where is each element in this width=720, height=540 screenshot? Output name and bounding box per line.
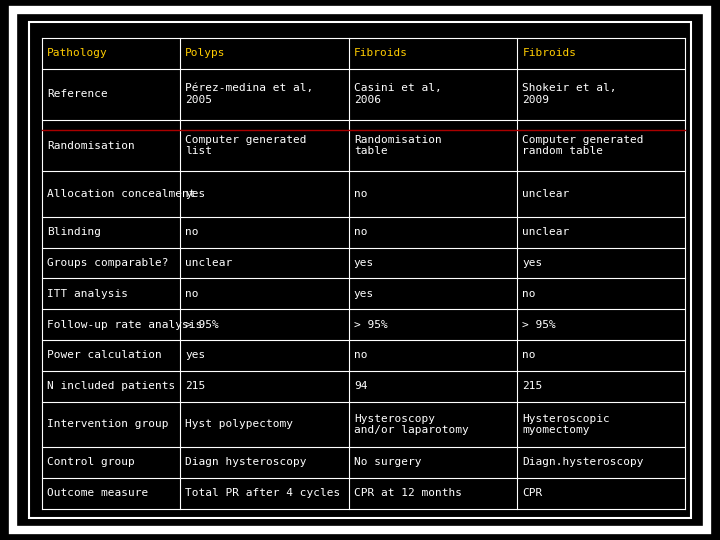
Text: 94: 94: [354, 381, 367, 391]
Text: Allocation concealment: Allocation concealment: [47, 189, 195, 199]
Text: Blinding: Blinding: [47, 227, 101, 237]
Text: no: no: [354, 350, 367, 360]
Text: Follow-up rate analysis: Follow-up rate analysis: [47, 320, 202, 329]
Text: Groups comparable?: Groups comparable?: [47, 258, 168, 268]
Text: N included patients: N included patients: [47, 381, 175, 391]
Text: Hysteroscopic
myomectomy: Hysteroscopic myomectomy: [523, 414, 611, 435]
Text: no: no: [354, 189, 367, 199]
Text: Outcome measure: Outcome measure: [47, 488, 148, 498]
Text: Fibroids: Fibroids: [523, 48, 577, 58]
Text: yes: yes: [354, 258, 374, 268]
Text: > 95%: > 95%: [354, 320, 387, 329]
Text: Reference: Reference: [47, 89, 107, 99]
Text: 215: 215: [523, 381, 543, 391]
Text: Fibroids: Fibroids: [354, 48, 408, 58]
Text: no: no: [523, 350, 536, 360]
Text: Pathology: Pathology: [47, 48, 107, 58]
Text: yes: yes: [523, 258, 543, 268]
Text: Pérez-medina et al,
2005: Pérez-medina et al, 2005: [185, 84, 313, 105]
Text: Power calculation: Power calculation: [47, 350, 161, 360]
Text: yes: yes: [354, 289, 374, 299]
Text: Randomisation
table: Randomisation table: [354, 135, 441, 157]
Text: Shokeir et al,
2009: Shokeir et al, 2009: [523, 84, 617, 105]
Text: Intervention group: Intervention group: [47, 420, 168, 429]
Text: Computer generated
list: Computer generated list: [185, 135, 307, 157]
Text: CPR: CPR: [523, 488, 543, 498]
Text: Randomisation: Randomisation: [47, 140, 135, 151]
Text: unclear: unclear: [185, 258, 233, 268]
Text: no: no: [185, 289, 199, 299]
Text: yes: yes: [185, 189, 205, 199]
Text: yes: yes: [185, 350, 205, 360]
Text: Hyst polypectomy: Hyst polypectomy: [185, 420, 293, 429]
Text: 215: 215: [185, 381, 205, 391]
Text: no: no: [523, 289, 536, 299]
Text: Diagn hysteroscopy: Diagn hysteroscopy: [185, 457, 307, 468]
Text: CPR at 12 months: CPR at 12 months: [354, 488, 462, 498]
Text: Casini et al,
2006: Casini et al, 2006: [354, 84, 441, 105]
Text: No surgery: No surgery: [354, 457, 421, 468]
Text: > 95%: > 95%: [185, 320, 219, 329]
Text: Diagn.hysteroscopy: Diagn.hysteroscopy: [523, 457, 644, 468]
Text: Total PR after 4 cycles: Total PR after 4 cycles: [185, 488, 341, 498]
Text: unclear: unclear: [523, 189, 570, 199]
Text: no: no: [185, 227, 199, 237]
Text: ITT analysis: ITT analysis: [47, 289, 128, 299]
Text: > 95%: > 95%: [523, 320, 557, 329]
Text: Computer generated
random table: Computer generated random table: [523, 135, 644, 157]
Text: unclear: unclear: [523, 227, 570, 237]
Text: Control group: Control group: [47, 457, 135, 468]
Text: Hysteroscopy
and/or laparotomy: Hysteroscopy and/or laparotomy: [354, 414, 469, 435]
Text: Polyps: Polyps: [185, 48, 225, 58]
Text: no: no: [354, 227, 367, 237]
